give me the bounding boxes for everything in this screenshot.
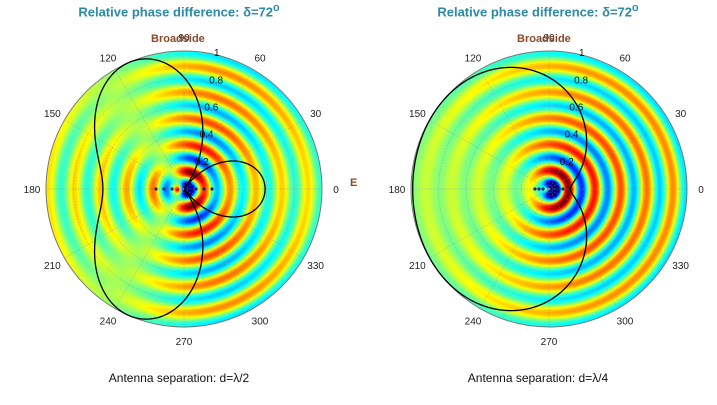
antenna-element bbox=[162, 187, 166, 191]
angle-label: 150 bbox=[44, 109, 61, 120]
angle-tick-labels: 0 30 60 90 120 150 180 210 240 270 300 330 bbox=[24, 33, 340, 348]
endfire-label: Endfire bbox=[350, 177, 358, 189]
title-degree: o bbox=[632, 2, 639, 14]
title-symbol: δ=72 bbox=[243, 4, 274, 20]
antenna-element bbox=[541, 187, 545, 191]
angle-label: 270 bbox=[176, 337, 193, 348]
radiation-pattern-line bbox=[93, 58, 266, 320]
grid-spoke bbox=[548, 69, 619, 190]
grid-spoke bbox=[64, 119, 185, 190]
title-symbol: δ=72 bbox=[602, 4, 633, 20]
angle-label: 30 bbox=[675, 109, 687, 120]
antenna-element bbox=[194, 187, 198, 191]
broadside-label: Broadside bbox=[517, 33, 571, 45]
angle-label: 30 bbox=[310, 109, 322, 120]
angle-label: 90 bbox=[543, 33, 555, 44]
grid-spoke bbox=[64, 188, 185, 259]
antenna-element bbox=[553, 187, 557, 191]
grid-spoke bbox=[183, 119, 304, 190]
antenna-element bbox=[533, 187, 537, 191]
grid-spoke bbox=[548, 188, 619, 309]
antenna-elements bbox=[154, 187, 214, 191]
angle-label: 120 bbox=[100, 53, 117, 64]
grid-circle bbox=[45, 50, 323, 328]
grid-circle bbox=[410, 50, 688, 328]
angle-label: 240 bbox=[465, 317, 482, 328]
polar-panel-left: Relative phase difference: δ=72o 0 30 60 90… bbox=[0, 0, 358, 405]
angle-label: 300 bbox=[252, 317, 269, 328]
title-prefix: Relative phase difference: bbox=[78, 4, 244, 20]
antenna-element bbox=[210, 187, 214, 191]
radiation-pattern-line bbox=[412, 66, 588, 312]
grid-circle bbox=[465, 105, 633, 273]
grid-spoke bbox=[183, 188, 254, 309]
grid-spoke bbox=[479, 188, 550, 309]
radial-label: 0.2 bbox=[560, 157, 574, 168]
panel-caption: Antenna separation: d=λ/2 bbox=[108, 371, 250, 385]
radial-label: 0.4 bbox=[565, 130, 579, 141]
antenna-element bbox=[537, 187, 541, 191]
angle-label: 0 bbox=[698, 185, 704, 196]
radial-label: 0.4 bbox=[200, 130, 214, 141]
radial-tick-labels: 0.2 0.4 0.6 0.8 1 bbox=[195, 48, 224, 168]
broadside-label: Broadside bbox=[151, 33, 205, 45]
angle-label: 60 bbox=[254, 53, 266, 64]
radial-label: 0.8 bbox=[574, 75, 588, 86]
title-degree: o bbox=[273, 2, 280, 14]
panel-title: Relative phase difference: δ=72o bbox=[359, 2, 717, 19]
antenna-element bbox=[202, 187, 206, 191]
angle-label: 120 bbox=[465, 53, 482, 64]
polar-panel-right: Relative phase difference: δ=72o 0 30 60 90… bbox=[359, 0, 717, 405]
angle-label: 240 bbox=[100, 317, 117, 328]
antenna-element bbox=[561, 187, 565, 191]
radial-label: 1 bbox=[579, 48, 585, 59]
antenna-elements bbox=[533, 187, 565, 191]
title-prefix: Relative phase difference: bbox=[437, 4, 603, 20]
grid-spoke bbox=[114, 188, 185, 309]
angle-label: 150 bbox=[409, 109, 426, 120]
radial-label: 0.8 bbox=[209, 75, 223, 86]
angle-label: 180 bbox=[389, 185, 406, 196]
radial-label: 0.2 bbox=[195, 157, 209, 168]
angle-label: 210 bbox=[44, 261, 61, 272]
antenna-element bbox=[170, 187, 174, 191]
radial-label: 0.6 bbox=[204, 102, 218, 113]
radial-label: 1 bbox=[214, 48, 220, 59]
angle-tick-labels: 0 30 60 90 120 150 180 210 240 270 300 330 bbox=[389, 33, 705, 348]
antenna-element bbox=[557, 187, 561, 191]
angle-label: 0 bbox=[333, 185, 339, 196]
antenna-element bbox=[154, 187, 158, 191]
grid-spoke bbox=[183, 188, 304, 259]
radial-label: 0.6 bbox=[569, 102, 583, 113]
grid-circle bbox=[100, 105, 268, 273]
angle-label: 90 bbox=[178, 33, 190, 44]
polar-grid bbox=[45, 50, 323, 328]
angle-label: 300 bbox=[617, 317, 634, 328]
angle-label: 210 bbox=[409, 261, 426, 272]
angle-label: 270 bbox=[541, 337, 558, 348]
grid-circle bbox=[73, 78, 295, 300]
radial-tick-labels: 0.2 0.4 0.6 0.8 1 bbox=[560, 48, 589, 168]
angle-label: 330 bbox=[672, 261, 689, 272]
polar-grid bbox=[410, 50, 688, 328]
grid-spoke bbox=[479, 69, 550, 190]
panel-caption: Antenna separation: d=λ/4 bbox=[467, 371, 609, 385]
angle-label: 60 bbox=[619, 53, 631, 64]
angle-label: 330 bbox=[307, 261, 324, 272]
angle-label: 180 bbox=[24, 185, 41, 196]
panel-title: Relative phase difference: δ=72o bbox=[0, 2, 358, 19]
grid-spoke bbox=[183, 69, 254, 190]
grid-circle bbox=[438, 78, 660, 300]
grid-spoke bbox=[114, 69, 185, 190]
